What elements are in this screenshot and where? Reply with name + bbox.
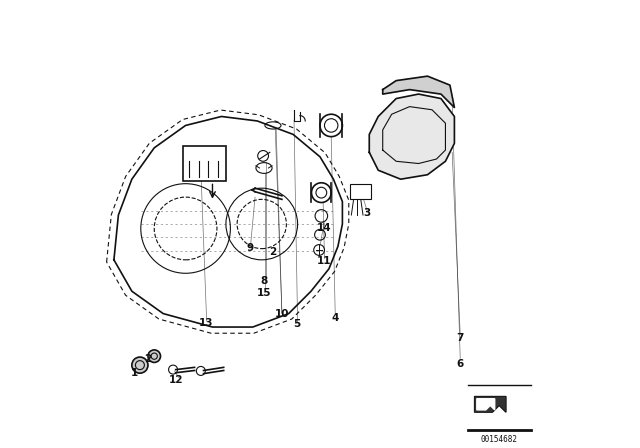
Text: 1: 1 (131, 368, 138, 378)
Text: 7: 7 (456, 333, 464, 343)
Polygon shape (477, 399, 495, 410)
Text: 5: 5 (293, 319, 300, 329)
Bar (351, 184, 371, 199)
Text: 13: 13 (198, 319, 213, 328)
Text: 14: 14 (317, 223, 332, 233)
Text: 00154682: 00154682 (481, 435, 518, 444)
Text: 9: 9 (247, 243, 254, 253)
Ellipse shape (195, 154, 202, 160)
Text: 2: 2 (144, 354, 151, 364)
Text: 12: 12 (168, 375, 183, 385)
Text: 8: 8 (260, 276, 267, 286)
Ellipse shape (132, 357, 148, 373)
Polygon shape (475, 396, 506, 412)
Ellipse shape (186, 154, 192, 160)
Polygon shape (383, 76, 454, 108)
Bar (184, 146, 226, 181)
Text: 11: 11 (316, 256, 331, 266)
Text: 10: 10 (275, 310, 289, 319)
Text: 4: 4 (332, 313, 339, 323)
Ellipse shape (148, 350, 161, 362)
Polygon shape (369, 94, 454, 179)
Ellipse shape (205, 154, 212, 160)
Ellipse shape (215, 154, 221, 160)
Text: 6: 6 (456, 359, 464, 369)
Text: 15: 15 (257, 288, 271, 297)
Text: 2: 2 (269, 247, 276, 257)
Text: 3: 3 (363, 208, 370, 218)
